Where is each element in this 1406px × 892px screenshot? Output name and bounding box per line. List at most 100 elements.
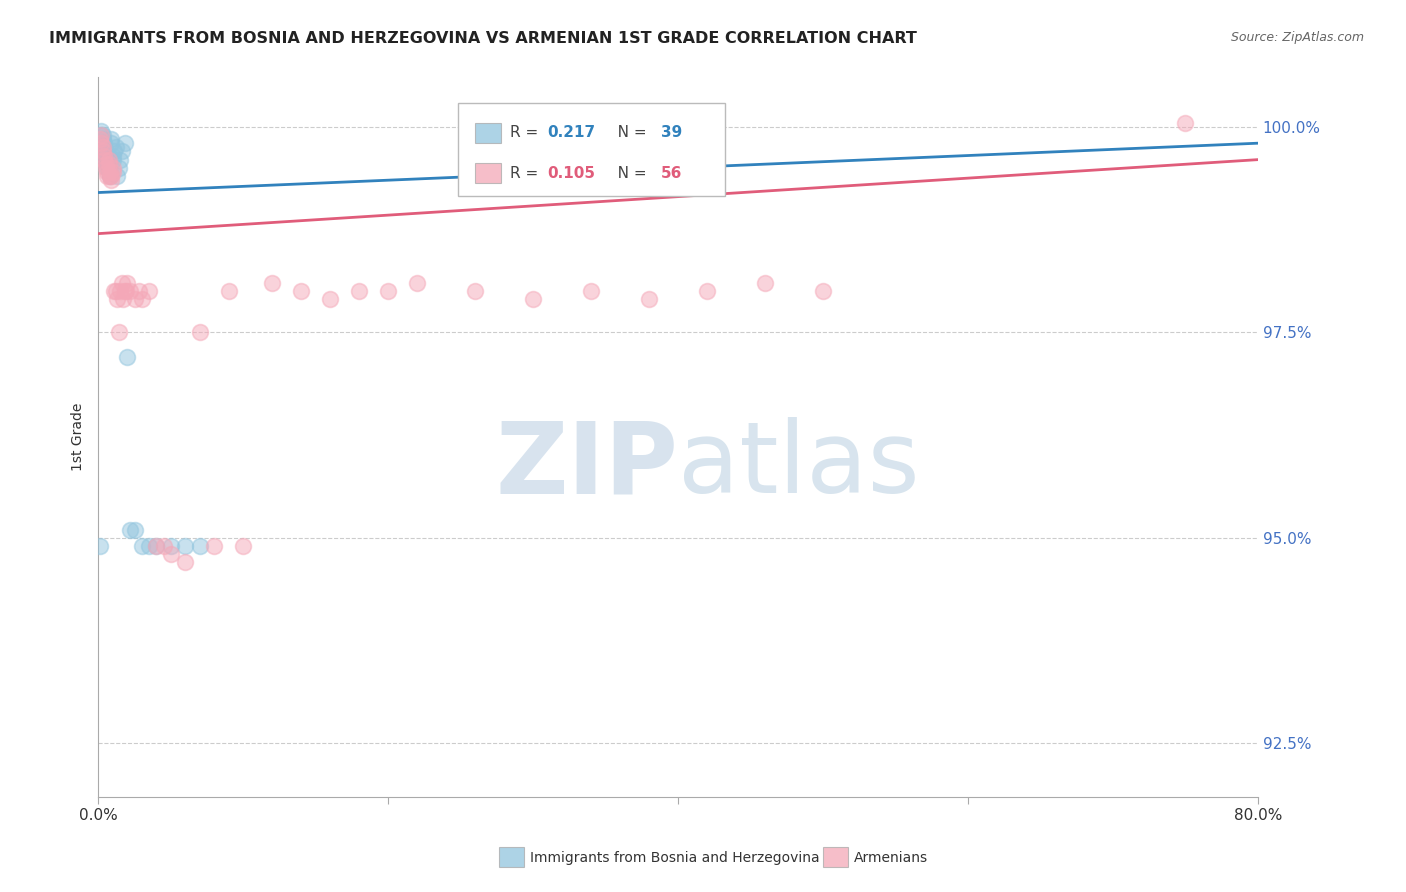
Point	[114, 284, 136, 298]
Point	[131, 293, 153, 307]
Point	[98, 165, 121, 179]
Point	[104, 140, 127, 154]
Point	[100, 136, 122, 151]
Point	[105, 293, 128, 307]
Point	[91, 145, 114, 159]
Point	[108, 153, 131, 167]
Point	[98, 169, 121, 183]
Point	[145, 539, 167, 553]
Point	[94, 145, 117, 159]
Point	[111, 145, 134, 159]
Point	[94, 153, 117, 167]
Point	[105, 169, 128, 183]
Text: R =: R =	[510, 125, 543, 140]
Point	[97, 153, 120, 167]
Point	[107, 161, 129, 175]
Point	[91, 132, 114, 146]
Point	[160, 539, 183, 553]
Text: Armenians: Armenians	[853, 851, 928, 865]
Text: atlas: atlas	[678, 417, 920, 515]
Point	[406, 276, 429, 290]
Point	[188, 539, 211, 553]
Point	[1174, 115, 1197, 129]
Point	[174, 539, 197, 553]
Point	[117, 276, 139, 290]
Point	[103, 284, 125, 298]
Point	[114, 136, 136, 151]
Point	[638, 293, 661, 307]
Point	[93, 148, 115, 162]
Point	[93, 140, 115, 154]
Point	[131, 539, 153, 553]
Point	[100, 132, 122, 146]
Point	[152, 539, 174, 553]
Point	[232, 539, 254, 553]
Point	[96, 161, 118, 175]
FancyBboxPatch shape	[458, 103, 724, 196]
Point	[811, 284, 834, 298]
Point	[101, 148, 124, 162]
Point	[754, 276, 776, 290]
Point	[107, 325, 129, 339]
Point	[145, 539, 167, 553]
Point	[290, 284, 312, 298]
Point	[96, 169, 118, 183]
Point	[319, 293, 342, 307]
Point	[101, 153, 124, 167]
Point	[522, 293, 544, 307]
Text: 0.105: 0.105	[547, 166, 595, 181]
Point	[97, 153, 120, 167]
Point	[90, 136, 112, 151]
Point	[100, 169, 122, 183]
FancyBboxPatch shape	[475, 122, 501, 143]
Text: N =: N =	[603, 166, 651, 181]
Point	[124, 293, 146, 307]
Point	[115, 284, 138, 298]
Text: 0.217: 0.217	[547, 125, 595, 140]
Y-axis label: 1st Grade: 1st Grade	[72, 403, 86, 471]
Point	[108, 284, 131, 298]
Point	[91, 140, 114, 154]
Point	[94, 157, 117, 171]
Point	[696, 284, 718, 298]
Point	[349, 284, 371, 298]
Text: Source: ZipAtlas.com: Source: ZipAtlas.com	[1230, 31, 1364, 45]
Text: Immigrants from Bosnia and Herzegovina: Immigrants from Bosnia and Herzegovina	[530, 851, 820, 865]
Point	[90, 128, 112, 142]
Point	[91, 128, 114, 142]
Text: N =: N =	[603, 125, 651, 140]
Point	[96, 165, 118, 179]
Text: R =: R =	[510, 166, 543, 181]
Point	[579, 284, 602, 298]
Point	[89, 132, 111, 146]
Point	[218, 284, 240, 298]
Point	[90, 124, 112, 138]
Point	[117, 350, 139, 364]
Point	[91, 140, 114, 154]
Point	[96, 153, 118, 167]
Point	[111, 276, 134, 290]
Point	[124, 523, 146, 537]
Point	[112, 293, 135, 307]
Point	[93, 145, 115, 159]
Point	[93, 153, 115, 167]
Point	[101, 165, 124, 179]
Point	[202, 539, 225, 553]
Point	[101, 161, 124, 175]
Point	[128, 284, 150, 298]
Point	[377, 284, 399, 298]
Point	[96, 157, 118, 171]
Point	[100, 173, 122, 187]
Point	[97, 148, 120, 162]
Point	[97, 157, 120, 171]
Point	[98, 165, 121, 179]
Point	[94, 148, 117, 162]
Text: 56: 56	[661, 166, 682, 181]
Point	[89, 539, 111, 553]
Point	[262, 276, 284, 290]
Text: ZIP: ZIP	[495, 417, 678, 515]
Point	[94, 161, 117, 175]
Point	[103, 145, 125, 159]
Point	[138, 284, 160, 298]
Point	[188, 325, 211, 339]
